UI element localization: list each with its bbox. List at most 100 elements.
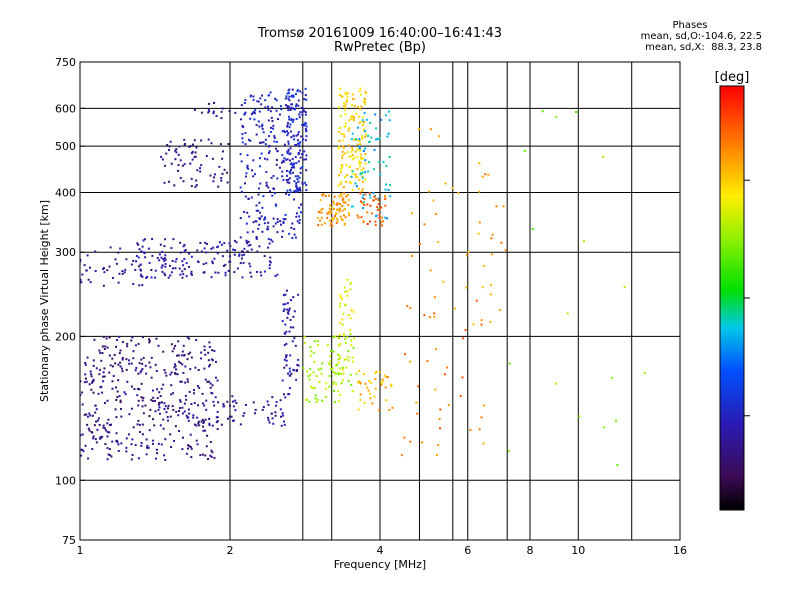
data-point — [286, 92, 289, 95]
data-point — [268, 135, 271, 138]
data-point — [374, 387, 377, 390]
data-point — [374, 113, 377, 116]
data-point — [173, 440, 176, 443]
data-point — [369, 397, 372, 400]
data-point — [246, 250, 249, 253]
data-point — [289, 374, 292, 377]
data-point — [334, 213, 337, 216]
data-point — [443, 373, 446, 376]
data-point — [267, 119, 270, 122]
data-point — [329, 224, 332, 227]
data-point — [325, 382, 328, 385]
data-point — [292, 134, 295, 137]
data-point — [338, 126, 341, 129]
data-point — [349, 282, 352, 285]
data-point — [338, 93, 341, 96]
data-point — [273, 135, 276, 138]
data-point — [312, 371, 315, 374]
data-point — [231, 395, 234, 398]
data-point — [270, 126, 273, 129]
data-point — [304, 122, 307, 125]
data-point — [258, 245, 261, 248]
data-point — [336, 336, 339, 339]
data-point — [165, 411, 168, 414]
data-point — [287, 372, 290, 375]
y-tick-label: 75 — [62, 534, 76, 547]
data-point — [324, 387, 327, 390]
data-point — [282, 178, 285, 181]
data-point — [218, 165, 221, 168]
data-point — [339, 294, 342, 297]
data-point — [194, 366, 197, 369]
data-point — [369, 204, 372, 207]
data-point — [259, 141, 262, 144]
data-point — [239, 186, 242, 189]
data-point — [362, 150, 365, 153]
data-point — [261, 230, 264, 233]
data-point — [314, 394, 317, 397]
data-point — [459, 395, 462, 398]
data-point — [340, 156, 343, 159]
data-point — [342, 145, 345, 148]
data-point — [140, 444, 143, 447]
data-point — [280, 415, 283, 418]
data-point — [360, 190, 363, 193]
data-point — [185, 414, 188, 417]
data-point — [239, 262, 242, 265]
data-point — [432, 199, 435, 202]
data-point — [287, 92, 290, 95]
data-point — [292, 368, 295, 371]
colorbar-label: [deg] — [715, 70, 750, 85]
data-point — [555, 116, 558, 119]
data-point — [338, 106, 341, 109]
data-point — [331, 206, 334, 209]
data-point — [196, 416, 199, 419]
data-point — [222, 150, 225, 153]
data-point — [294, 344, 297, 347]
data-point — [344, 91, 347, 94]
data-point — [266, 225, 269, 228]
data-point — [102, 284, 105, 287]
data-point — [286, 124, 289, 127]
data-point — [434, 212, 437, 215]
data-point — [255, 237, 258, 240]
data-point — [201, 392, 204, 395]
data-point — [161, 250, 164, 253]
data-point — [410, 254, 413, 257]
data-point — [178, 145, 181, 148]
data-point — [358, 160, 361, 163]
chart-header: Tromsø 20161009 16:40:00–16:41:43 RwPret… — [230, 27, 530, 55]
data-point — [379, 173, 382, 176]
data-point — [507, 449, 510, 452]
data-point — [250, 113, 253, 116]
data-point — [199, 167, 202, 170]
data-point — [610, 377, 613, 380]
data-point — [305, 189, 308, 192]
data-point — [285, 192, 288, 195]
data-point — [359, 156, 362, 159]
data-point — [130, 385, 133, 388]
data-point — [179, 241, 182, 244]
data-point — [284, 104, 287, 107]
phase-stats-x: mean, sd,X: 88.3, 23.8 — [645, 42, 762, 53]
data-point — [141, 399, 144, 402]
data-point — [80, 454, 83, 457]
data-point — [295, 182, 298, 185]
data-point — [119, 407, 122, 410]
data-point — [221, 255, 224, 258]
data-point — [151, 254, 154, 257]
data-point — [194, 155, 197, 158]
data-point — [314, 397, 317, 400]
data-point — [141, 405, 144, 408]
data-point — [271, 396, 274, 399]
data-point — [358, 121, 361, 124]
data-point — [160, 266, 163, 269]
y-tick-label: 100 — [55, 474, 76, 487]
data-point — [108, 265, 111, 268]
data-point — [169, 415, 172, 418]
data-point — [164, 371, 167, 374]
data-point — [220, 243, 223, 246]
data-point — [234, 111, 237, 114]
data-point — [177, 414, 180, 417]
data-point — [80, 278, 82, 281]
